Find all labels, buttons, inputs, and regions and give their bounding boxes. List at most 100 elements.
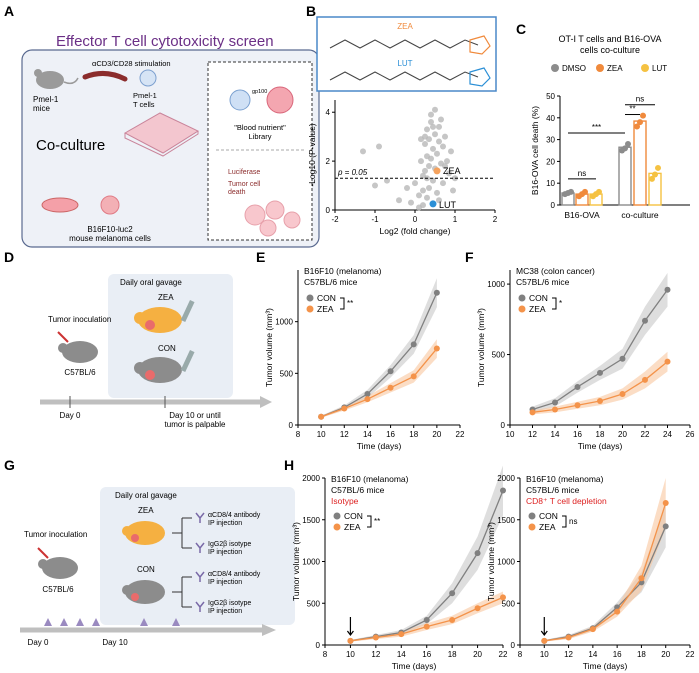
con-mouse-icon-g	[122, 580, 165, 604]
pmel-mice-label: Pmel-1 mice	[33, 95, 59, 113]
data-point-con	[474, 550, 481, 557]
group-label: co-culture	[621, 210, 659, 220]
gavage-label-g: Daily oral gavage	[115, 491, 177, 500]
x-tick-label: 16	[386, 430, 395, 439]
data-point	[404, 185, 410, 191]
x-tick-label: 20	[473, 650, 482, 659]
legend-swatch	[528, 512, 536, 520]
lut-structure-label: LUT	[397, 59, 412, 68]
strain-label-g: C57BL/6	[42, 585, 74, 594]
panel-a-title: Effector T cell cytotoxicity screen	[56, 33, 274, 50]
data-point	[384, 177, 390, 184]
data-point-zea	[619, 391, 626, 397]
y-axis-label: B16-OVA cell death (%)	[530, 106, 540, 195]
day10-label-g: Day 10	[102, 638, 128, 647]
condition-line1: B16F10 (melanoma)	[331, 474, 409, 484]
x-tick-label: 8	[323, 650, 328, 659]
series-line-zea	[320, 348, 438, 418]
y-tick-label: 500	[492, 351, 506, 360]
sig-bracket	[562, 515, 567, 528]
data-point	[372, 182, 378, 189]
y-tick-label: 1500	[302, 516, 320, 525]
x-tick-label: 18	[637, 650, 646, 659]
inoculated-mouse-icon	[57, 331, 98, 363]
legend-label: ZEA	[529, 304, 546, 314]
condition-line2: C57BL/6 mice	[304, 277, 358, 287]
treatment-arrow	[540, 617, 548, 636]
chart-title-line1: OT-I T cells and B16-OVA	[558, 34, 661, 44]
condition-line2: C57BL/6 mice	[516, 277, 570, 287]
y-tick-label: 0	[511, 641, 516, 650]
y-axis-label: Tumor volume (mm³)	[486, 522, 496, 601]
y-tick-label: 30	[546, 136, 555, 145]
x-tick-label: 14	[551, 430, 560, 439]
y-tick-label: 50	[546, 92, 555, 101]
bar-point	[634, 123, 640, 130]
bar-point	[649, 175, 655, 182]
x-tick-label: 14	[363, 430, 372, 439]
data-point-zea	[574, 402, 581, 409]
day0-label: Day 0	[60, 411, 81, 420]
data-point	[412, 180, 418, 187]
x-tick-label: 10	[506, 430, 515, 439]
x-axis-label: Time (days)	[392, 661, 437, 671]
data-point	[446, 170, 452, 177]
y-tick-label: 0	[326, 206, 331, 215]
sig-label: *	[559, 299, 562, 308]
data-point-con	[552, 399, 558, 406]
data-point-zea	[318, 413, 325, 420]
data-point	[396, 197, 402, 204]
bar-point	[637, 119, 643, 126]
inoculated-mouse-icon-g	[37, 547, 78, 579]
y-tick-label: 500	[307, 599, 321, 608]
data-point	[434, 150, 440, 157]
legend-label: ZEA	[317, 304, 334, 314]
data-point	[440, 180, 446, 187]
data-point	[426, 136, 432, 143]
data-point	[422, 167, 428, 174]
y-tick-label: 500	[280, 369, 294, 378]
sig-bracket	[552, 297, 557, 310]
tumor-death-label: Tumor cell death	[228, 181, 261, 196]
y-tick-label: 1500	[497, 516, 515, 525]
zea-point-label: ZEA	[443, 166, 461, 176]
data-point-con	[597, 369, 603, 376]
t-cell-icon	[139, 69, 157, 87]
panel-letter-h: H	[284, 457, 294, 473]
y-axis-label: -Log10 (P-value)	[307, 123, 317, 186]
x-tick-label: 16	[573, 430, 582, 439]
data-point-zea	[541, 637, 548, 644]
condition-line2: C57BL/6 mice	[526, 485, 580, 495]
sig-bracket	[340, 297, 345, 310]
legend-label: ZEA	[344, 522, 361, 532]
bar-point	[568, 188, 574, 195]
data-point	[420, 187, 426, 194]
target-cell-inset-icon	[266, 86, 294, 114]
data-point	[438, 116, 444, 123]
panel-a: Effector T cell cytotoxicity screen Pmel…	[21, 33, 320, 248]
y-tick-label: 1000	[302, 558, 320, 567]
x-tick-label: 8	[518, 650, 523, 659]
panel-letter-b: B	[306, 3, 316, 19]
x-tick-label: 24	[663, 430, 672, 439]
data-point-zea	[565, 634, 572, 641]
panel-g: Daily oral gavage ZEA CON αCD8/4 antibod…	[20, 487, 295, 647]
data-point-zea	[638, 575, 645, 582]
con-mouse-icon	[134, 357, 182, 383]
data-point-con	[662, 523, 669, 530]
x-axis-label: Time (days)	[578, 441, 623, 451]
legend-swatch	[641, 64, 649, 72]
x-tick-label: 10	[346, 650, 355, 659]
panel-letter-e: E	[256, 249, 265, 265]
data-point-zea	[597, 398, 603, 405]
data-point-zea	[423, 623, 430, 630]
pmel-mouse-icon	[34, 69, 79, 89]
legend-swatch	[596, 64, 604, 72]
data-point-zea	[500, 594, 506, 601]
data-point-con	[423, 616, 430, 623]
syringe-icon	[180, 300, 195, 323]
x-tick-label: 22	[456, 430, 465, 439]
data-point	[430, 145, 436, 152]
